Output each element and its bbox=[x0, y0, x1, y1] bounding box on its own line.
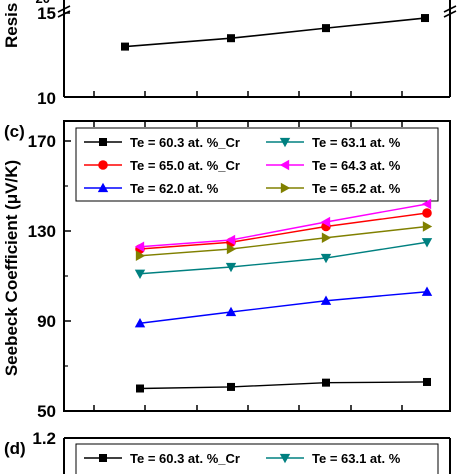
top-series bbox=[121, 14, 429, 51]
legend-marker-0 bbox=[99, 138, 107, 146]
c-point-4-2 bbox=[320, 295, 332, 305]
c-point-1-0 bbox=[134, 269, 146, 279]
d-legend-marker-0 bbox=[99, 454, 107, 462]
legend-label-1: Te = 63.1 at. % bbox=[312, 135, 401, 150]
c-ytick-label-170: 170 bbox=[28, 132, 56, 151]
legend-label-0: Te = 60.3 at. %_Cr bbox=[130, 135, 240, 150]
c-point-3-3 bbox=[421, 198, 432, 210]
c-series-line-2 bbox=[139, 212, 428, 250]
c-point-4-0 bbox=[134, 318, 146, 328]
top-point-2 bbox=[322, 24, 330, 33]
legend-label-2: Te = 65.0 at. %_Cr bbox=[130, 158, 240, 173]
panel-c-frame bbox=[63, 120, 451, 412]
c-point-5-1 bbox=[226, 243, 237, 255]
panel-c-series bbox=[134, 198, 433, 393]
top-x-ticks bbox=[93, 91, 403, 97]
legend-marker-4 bbox=[97, 182, 109, 193]
axis-break-right bbox=[443, 5, 457, 18]
legend-marker-3 bbox=[279, 159, 290, 171]
c-point-0-0 bbox=[136, 384, 144, 393]
c-point-1-2 bbox=[320, 253, 332, 264]
c-ytick-label-90: 90 bbox=[37, 312, 56, 331]
c-series-line-0 bbox=[139, 381, 428, 390]
top-ylabel: Resis bbox=[2, 3, 21, 48]
top-series-line bbox=[124, 17, 426, 48]
axis-break-left bbox=[57, 5, 71, 18]
d-legend-label-0: Te = 60.3 at. %_Cr bbox=[130, 451, 240, 466]
c-point-0-2 bbox=[322, 378, 330, 387]
c-point-3-0 bbox=[134, 241, 145, 252]
c-point-2-3 bbox=[422, 208, 432, 218]
c-point-4-1 bbox=[225, 306, 237, 317]
c-ytick-label-130: 130 bbox=[28, 222, 56, 241]
c-point-5-3 bbox=[422, 221, 433, 232]
c-point-5-2 bbox=[321, 232, 332, 243]
panel-c-y-ticks: 50 90 130 170 bbox=[28, 132, 71, 421]
c-point-5-0 bbox=[135, 250, 146, 261]
c-ytick-label-50: 50 bbox=[37, 402, 56, 421]
panel-c-label: (c) bbox=[4, 122, 25, 141]
c-point-1-1 bbox=[225, 262, 237, 273]
panel-c-ylabel: Seebeck Coefficient (μV/K) bbox=[2, 160, 21, 376]
top-point-1 bbox=[227, 34, 235, 43]
legend-marker-5 bbox=[280, 182, 291, 194]
panel-c-legend: Te = 60.3 at. %_Cr Te = 63.1 at. % Te = 65… bbox=[75, 127, 439, 202]
seebeck-panel: (c) Seebeck Coefficient (μV/K) 50 90 130 17… bbox=[2, 120, 451, 421]
resistivity-panel: 20 15 10 Resis bbox=[2, 0, 457, 108]
top-point-3 bbox=[421, 14, 429, 23]
legend-label-4: Te = 62.0 at. % bbox=[130, 181, 219, 196]
d-legend-marker-1 bbox=[279, 453, 291, 464]
panel-c-x-ticks bbox=[93, 121, 403, 411]
legend-box bbox=[75, 127, 439, 202]
panel-d-label: (d) bbox=[4, 439, 26, 458]
panel-d-legend-box bbox=[75, 443, 439, 474]
panel-d: (d) 1.2 Te = 60.3 at. %_Cr Te = 63.1 at. … bbox=[4, 429, 451, 474]
top-tick-fragment: 20 bbox=[36, 0, 50, 6]
panel-d-legend: Te = 60.3 at. %_Cr Te = 63.1 at. % bbox=[75, 443, 439, 474]
legend-marker-1 bbox=[279, 137, 291, 148]
top-point-0 bbox=[121, 42, 129, 51]
top-ytick-15: 15 bbox=[37, 4, 56, 23]
c-series-line-5 bbox=[139, 225, 428, 257]
legend-marker-2 bbox=[98, 160, 108, 170]
c-point-3-1 bbox=[225, 234, 236, 246]
c-series-line-3 bbox=[139, 203, 428, 248]
c-series-line-1 bbox=[139, 241, 428, 275]
top-ytick-10: 10 bbox=[37, 89, 56, 108]
c-point-0-1 bbox=[227, 382, 235, 391]
c-point-4-3 bbox=[421, 286, 433, 296]
c-point-3-2 bbox=[320, 216, 331, 228]
legend-label-3: Te = 64.3 at. % bbox=[312, 158, 401, 173]
legend-label-5: Te = 65.2 at. % bbox=[312, 181, 401, 196]
c-point-1-3 bbox=[421, 238, 433, 248]
c-point-0-3 bbox=[423, 377, 431, 386]
d-legend-label-1: Te = 63.1 at. % bbox=[312, 451, 401, 466]
panel-d-ytick-1.2: 1.2 bbox=[32, 429, 56, 448]
c-series-line-4 bbox=[139, 291, 428, 324]
